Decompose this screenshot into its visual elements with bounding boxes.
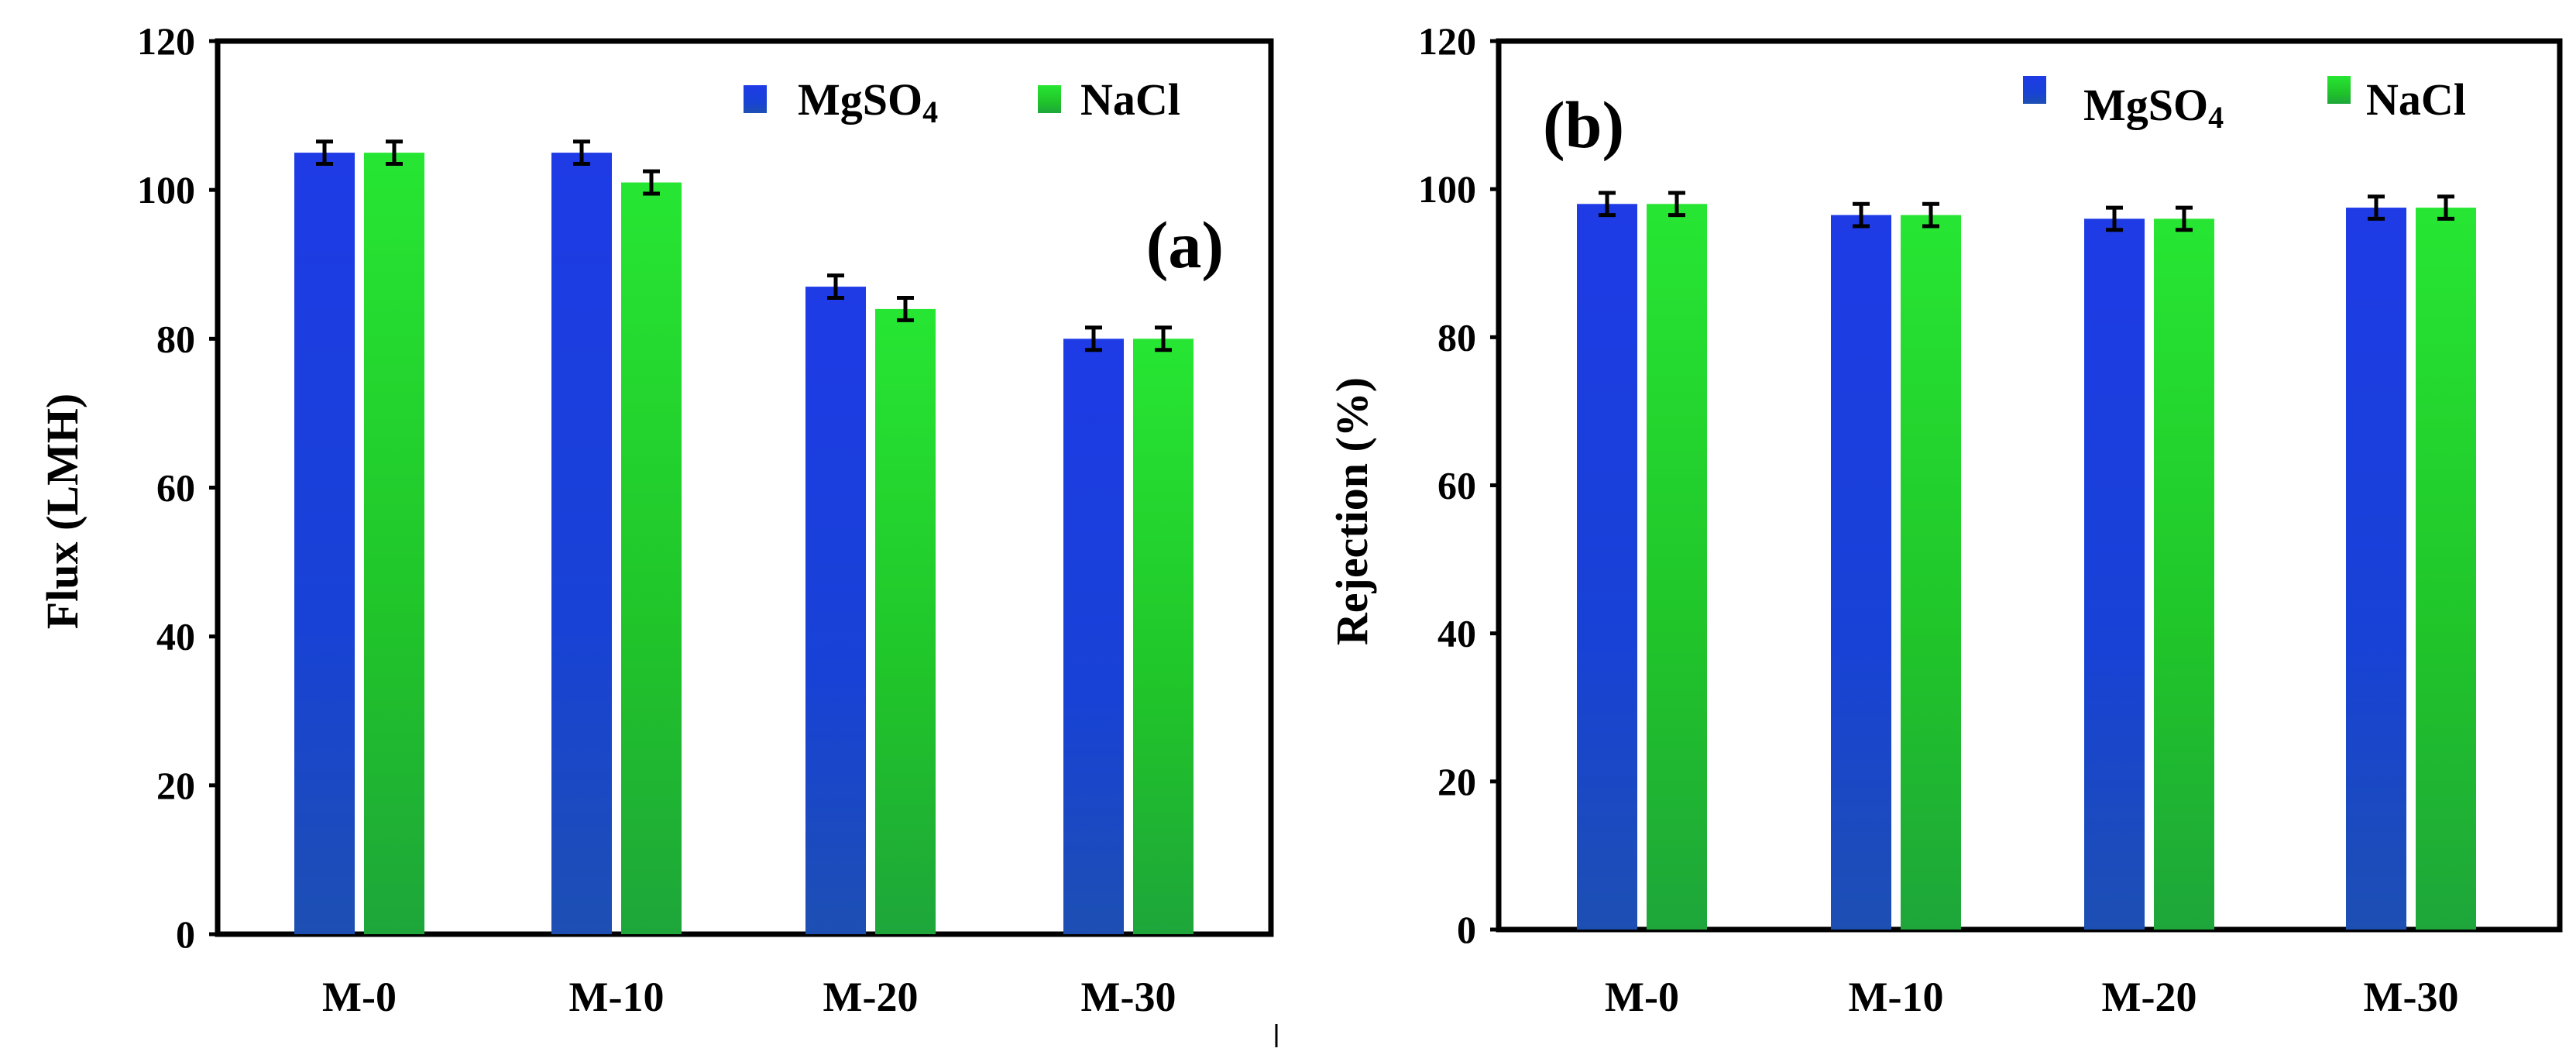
y-tick-label: 80 xyxy=(156,317,195,360)
error-bar xyxy=(2176,205,2193,232)
x-category-label: M-10 xyxy=(569,974,665,1020)
x-category-label: M-0 xyxy=(1605,974,1679,1020)
legend-label-mgso4-a: MgSO xyxy=(798,74,922,125)
x-labels-a: M-0 M-10 M-20 M-30 xyxy=(322,974,1176,1020)
y-axis-title-a: Flux (LMH) xyxy=(37,394,88,629)
error-bar xyxy=(2368,194,2385,221)
bar-nacl-m-10 xyxy=(621,182,682,934)
y-tick-label: 80 xyxy=(1437,315,1476,359)
x-category-label: M-30 xyxy=(2364,974,2459,1020)
y-tick-label: 120 xyxy=(137,19,195,63)
bar-mgso4-m-20 xyxy=(805,287,866,934)
error-bar xyxy=(827,273,844,300)
x-category-label: M-30 xyxy=(1081,974,1176,1020)
error-bar xyxy=(1853,201,1870,229)
bar-nacl-m-0 xyxy=(1647,204,1707,930)
legend-label-nacl-b: NaCl xyxy=(2366,74,2466,125)
legend-subscript-a: 4 xyxy=(922,95,938,129)
bar-mgso4-m-0 xyxy=(294,153,355,934)
error-bar xyxy=(386,139,403,167)
legend-b: MgSO4 NaCl xyxy=(2023,74,2466,135)
error-bar xyxy=(2106,205,2123,232)
x-labels-b: M-0 M-10 M-20 M-30 xyxy=(1605,974,2458,1020)
x-category-label: M-10 xyxy=(1849,974,1944,1020)
y-tick-label: 20 xyxy=(1437,760,1476,803)
error-bar xyxy=(1668,191,1685,218)
error-bar xyxy=(643,169,660,196)
bar-mgso4-m-10 xyxy=(1831,215,1891,930)
y-tick-label: 60 xyxy=(156,466,195,510)
error-bar xyxy=(897,295,914,322)
error-bar xyxy=(2437,194,2454,221)
legend-label-mgso4-b: MgSO xyxy=(2083,80,2208,130)
y-tick-label: 40 xyxy=(1437,612,1476,655)
legend-label-nacl-a: NaCl xyxy=(1080,74,1180,125)
error-bar xyxy=(573,139,590,167)
legend-a: MgSO4 NaCl xyxy=(744,74,1180,129)
legend-swatch-mgso4-b xyxy=(2023,76,2046,104)
legend-subscript-b: 4 xyxy=(2208,100,2224,135)
bar-nacl-m-20 xyxy=(2154,218,2214,930)
x-category-label: M-20 xyxy=(2102,974,2197,1020)
y-tick-label: 40 xyxy=(156,615,195,658)
y-tick-label: 100 xyxy=(1418,167,1476,211)
bar-nacl-m-10 xyxy=(1901,215,1961,930)
panel-label-b: (b) xyxy=(1543,88,1624,162)
panel-a: 0 20 40 60 80 100 120 M-0 M-10 M-20 M-30 Flux (LM… xyxy=(37,19,1274,1020)
bar-mgso4-m-30 xyxy=(2346,208,2406,930)
y-ticks-b: 0 20 40 60 80 100 120 xyxy=(1418,19,1499,951)
bar-nacl-m-30 xyxy=(2416,208,2476,930)
bar-mgso4-m-10 xyxy=(551,153,612,934)
error-bar xyxy=(1155,325,1172,352)
legend-swatch-mgso4-a xyxy=(744,85,767,113)
bars-b xyxy=(1577,191,2476,930)
bar-mgso4-m-30 xyxy=(1063,339,1124,934)
y-tick-label: 100 xyxy=(137,168,195,211)
panel-b: 0 20 40 60 80 100 120 M-0 M-10 M-20 M-30 Rejectio… xyxy=(1327,19,2563,1020)
svg-text:MgSO4: MgSO4 xyxy=(2083,80,2224,135)
x-category-label: M-20 xyxy=(823,974,919,1020)
panel-label-a: (a) xyxy=(1146,208,1224,282)
bars-a xyxy=(294,139,1194,934)
error-bar xyxy=(1085,325,1102,352)
bar-mgso4-m-0 xyxy=(1577,204,1637,930)
error-bar xyxy=(1599,191,1616,218)
bar-nacl-m-30 xyxy=(1133,339,1194,934)
y-tick-label: 60 xyxy=(1437,464,1476,507)
y-tick-label: 20 xyxy=(156,764,195,807)
y-ticks-a: 0 20 40 60 80 100 120 xyxy=(137,19,218,956)
y-axis-title-b: Rejection (%) xyxy=(1327,377,1377,645)
y-tick-label: 0 xyxy=(1457,908,1476,951)
legend-swatch-nacl-a xyxy=(1038,85,1061,113)
error-bar xyxy=(316,139,333,167)
bar-nacl-m-20 xyxy=(875,308,936,934)
svg-text:MgSO4: MgSO4 xyxy=(798,74,938,129)
bar-mgso4-m-20 xyxy=(2084,218,2145,930)
y-tick-label: 0 xyxy=(176,912,195,956)
error-bar xyxy=(1922,201,1939,229)
x-category-label: M-0 xyxy=(322,974,397,1020)
bar-nacl-m-0 xyxy=(364,153,424,934)
legend-swatch-nacl-b xyxy=(2327,76,2351,104)
y-tick-label: 120 xyxy=(1418,19,1476,63)
